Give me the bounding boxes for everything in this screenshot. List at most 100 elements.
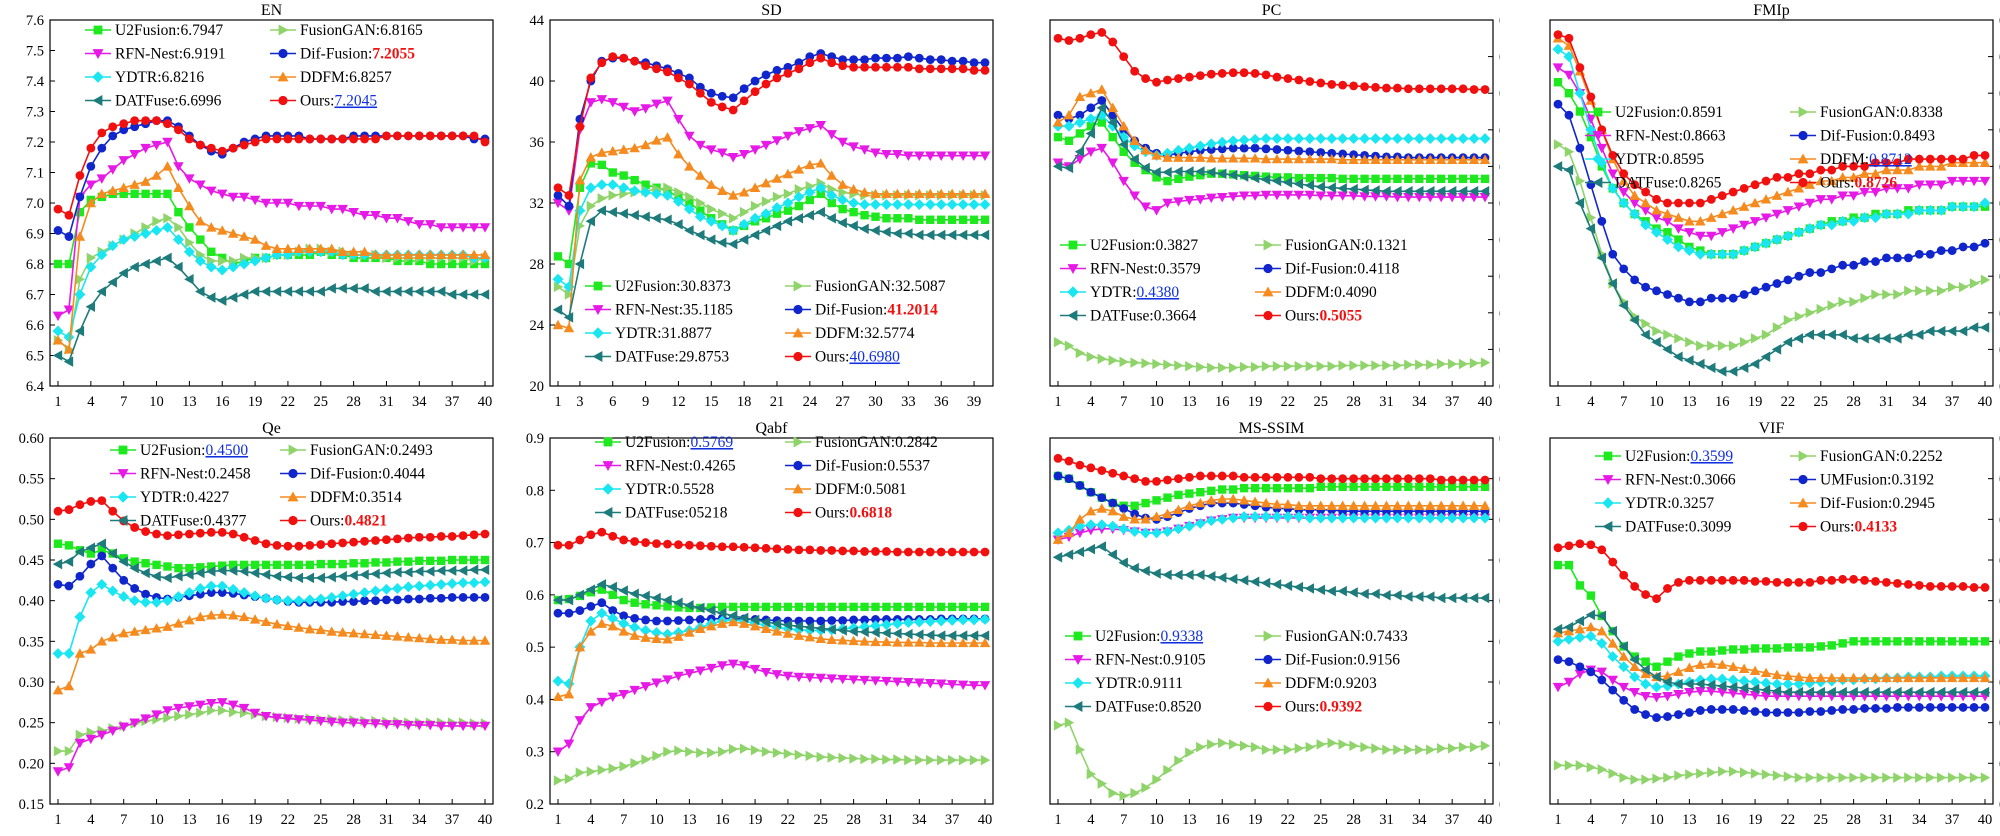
legend-label: U2Fusion:0.3827 (1090, 237, 1198, 254)
data-point (596, 607, 608, 619)
data-point (859, 223, 869, 235)
data-point (1458, 475, 1468, 485)
series-line-ours (57, 499, 486, 547)
data-point (881, 636, 892, 647)
data-point (1108, 355, 1118, 366)
data-point (1859, 168, 1870, 178)
y-tick-label: 0.35 (1499, 196, 1500, 212)
x-tick-label: 4 (87, 812, 95, 828)
series-line-rfn-nest (57, 701, 485, 773)
data-point (957, 151, 969, 161)
data-point (1239, 68, 1249, 78)
data-point (337, 283, 347, 294)
x-tick-label: 1 (1054, 394, 1061, 410)
data-point (838, 616, 848, 625)
y-tick-label: 0.15 (19, 797, 44, 813)
data-point (1553, 30, 1563, 40)
data-point (1979, 672, 1991, 683)
data-point (1064, 717, 1075, 728)
data-point (205, 580, 217, 592)
data-point (1152, 77, 1161, 87)
data-point (630, 537, 640, 546)
data-point (937, 602, 946, 612)
data-point (469, 593, 479, 602)
data-point (1597, 545, 1607, 555)
data-point (96, 188, 108, 199)
data-point (1260, 133, 1272, 145)
data-point (1119, 147, 1128, 156)
y-tick-label: 0.85 (1499, 594, 1500, 610)
data-point (130, 557, 139, 566)
data-point (848, 197, 860, 209)
data-point (1564, 146, 1575, 158)
data-point (1640, 678, 1652, 690)
legend-label: U2Fusion:0.9338 (1095, 628, 1203, 645)
data-point (663, 539, 672, 549)
data-point (1130, 509, 1140, 519)
legend-marker (1798, 106, 1809, 118)
data-point (1674, 198, 1683, 208)
data-point (1371, 360, 1381, 371)
data-point (1574, 87, 1586, 99)
y-tick-label: 44 (530, 13, 545, 29)
data-point (903, 547, 913, 557)
data-point (1738, 663, 1750, 673)
data-point (359, 283, 369, 294)
data-point (261, 539, 271, 549)
data-point (1458, 482, 1468, 491)
data-point (1663, 329, 1673, 341)
data-point (1381, 133, 1392, 145)
x-tick-label: 10 (1149, 394, 1164, 410)
data-point (685, 198, 694, 208)
data-point (1393, 474, 1402, 484)
data-point (1393, 174, 1402, 184)
data-point (827, 198, 836, 208)
data-point (1837, 329, 1847, 341)
legend-score: 0.3579 (1158, 261, 1201, 278)
data-point (1749, 197, 1761, 208)
data-point (74, 546, 85, 558)
data-point (1575, 175, 1586, 187)
data-point (272, 560, 282, 570)
legend-item-fusiongan: FusionGAN:6.8165 (270, 22, 423, 39)
legend-score: 0.8595 (1662, 151, 1705, 168)
series-fusiongan (553, 743, 991, 786)
data-point (1794, 311, 1805, 322)
data-point (195, 589, 205, 599)
data-point (1096, 84, 1108, 94)
data-point (96, 636, 108, 646)
y-tick-label: 0.10 (1499, 379, 1500, 395)
data-point (151, 255, 161, 267)
data-point (1783, 172, 1793, 182)
data-point (1272, 483, 1282, 493)
data-point (619, 53, 629, 63)
series-line-dif-fusion (558, 601, 985, 622)
data-point (607, 145, 618, 156)
data-point (315, 286, 325, 297)
data-point (1305, 741, 1316, 753)
data-point (564, 540, 574, 550)
data-point (1815, 672, 1827, 683)
legend-score: 0.8493 (1892, 128, 1935, 145)
legend-score: 0.3192 (1892, 472, 1935, 489)
data-point (1968, 201, 1980, 213)
data-point (327, 539, 337, 549)
data-point (97, 551, 107, 561)
data-point (1596, 252, 1606, 264)
data-point (283, 560, 293, 570)
data-point (1075, 744, 1086, 756)
legend-score: 0.9203 (1334, 675, 1377, 692)
data-point (1630, 180, 1640, 190)
data-point (695, 140, 706, 151)
data-point (618, 144, 629, 154)
data-point (1130, 501, 1139, 510)
data-point (793, 213, 804, 224)
legend-label: DATFuse:0.3099 (1625, 519, 1732, 536)
data-point (1053, 33, 1063, 43)
legend-item-dif-fusion: Dif-Fusion:0.4118 (1255, 261, 1400, 278)
chart-title: Qe (262, 420, 281, 437)
data-point (1360, 474, 1369, 484)
data-point (1371, 743, 1381, 754)
data-point (1608, 685, 1618, 695)
data-point (1772, 644, 1782, 653)
